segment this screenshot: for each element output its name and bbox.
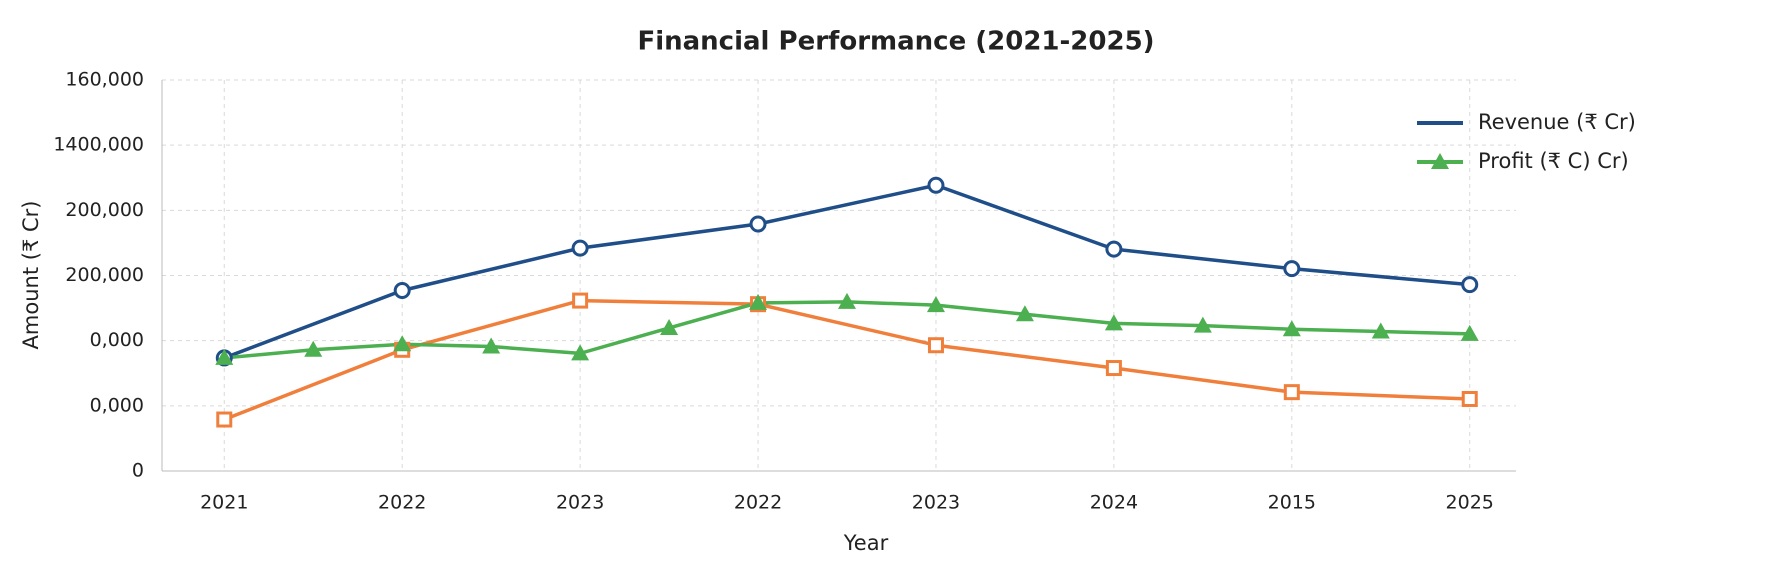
- point: [1193, 316, 1212, 333]
- x-tick-label: 2024: [1090, 492, 1138, 514]
- chart-title: Financial Performance (2021-2025): [637, 27, 1154, 57]
- y-tick-label: 200,000: [65, 199, 144, 221]
- x-tick-label: 2022: [378, 492, 426, 514]
- y-tick-label: 0,000: [90, 329, 144, 351]
- point: [393, 335, 412, 352]
- point: [749, 293, 768, 310]
- x-tick-label: 2025: [1446, 492, 1494, 514]
- y-tick-label: 200,000: [65, 264, 144, 286]
- x-tick-label: 2023: [912, 492, 960, 514]
- point: [1283, 260, 1301, 278]
- y-tick-label: 1400,000: [53, 134, 144, 156]
- x-tick-label: 2022: [734, 492, 782, 514]
- point: [571, 239, 589, 257]
- point: [927, 337, 944, 354]
- point: [1105, 360, 1122, 377]
- point: [1461, 390, 1478, 407]
- point: [1105, 240, 1123, 258]
- y-tick-label: 0,000: [90, 394, 144, 416]
- point: [572, 292, 589, 309]
- x-axis-label: Year: [843, 531, 889, 555]
- x-tick-label: 2021: [200, 492, 248, 514]
- point: [749, 215, 767, 233]
- point: [1371, 322, 1390, 339]
- legend-marker: [1431, 153, 1449, 169]
- point: [927, 176, 945, 194]
- point: [304, 340, 323, 357]
- x-tick-label: 2023: [556, 492, 604, 514]
- legend-label: Profit (₹ C) Cr): [1478, 149, 1629, 173]
- point: [1015, 305, 1034, 322]
- series-line: [223, 298, 1470, 422]
- point: [838, 292, 857, 309]
- series-line: [224, 300, 1470, 360]
- y-tick-label: 0: [132, 460, 144, 482]
- series-line: [223, 183, 1470, 360]
- point: [215, 348, 234, 365]
- point: [216, 411, 233, 428]
- point: [660, 318, 679, 335]
- y-tick-label: 160,000: [65, 69, 144, 91]
- legend-label: Revenue (₹ Cr): [1478, 110, 1636, 134]
- point: [1104, 314, 1123, 331]
- point: [1283, 384, 1300, 401]
- point: [1461, 276, 1479, 294]
- point: [1460, 324, 1479, 341]
- point: [393, 281, 411, 299]
- y-axis-label: Amount (₹ Cr): [19, 201, 43, 350]
- point: [571, 344, 590, 361]
- point: [482, 337, 501, 354]
- x-tick-label: 2015: [1268, 492, 1316, 514]
- point: [1282, 320, 1301, 337]
- point: [926, 296, 945, 313]
